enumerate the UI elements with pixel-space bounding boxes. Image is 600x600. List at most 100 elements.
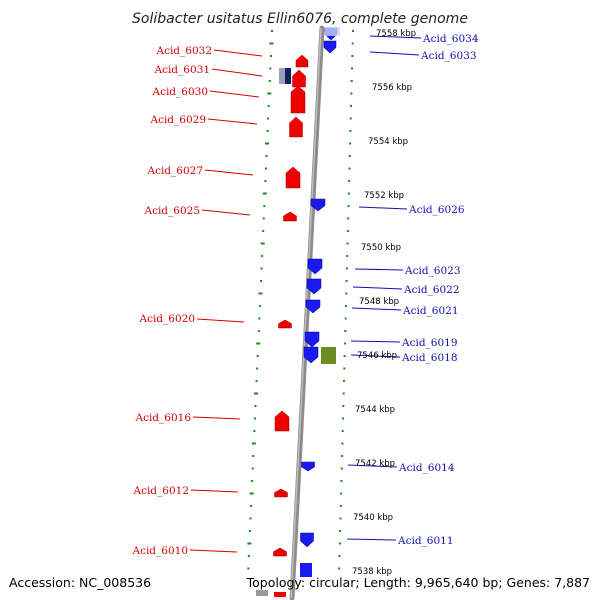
kbp-tick-label: 7540 kbp — [353, 513, 393, 523]
left-leader-line — [201, 209, 251, 216]
ruler-dot — [344, 330, 347, 332]
gene-label-left[interactable]: Acid_6030 — [151, 86, 208, 98]
ruler-dot — [341, 442, 344, 445]
ruler-dot — [348, 180, 351, 182]
gene-label-right[interactable]: Acid_6018 — [401, 352, 458, 364]
ruler-dot — [266, 130, 269, 132]
gene-label-left[interactable]: Acid_6032 — [155, 45, 212, 57]
right-strand-gene-highlight — [325, 27, 340, 36]
ruler-dot — [341, 455, 344, 457]
right-leader-line — [369, 35, 422, 39]
left-strand-gene-arrow — [274, 410, 290, 432]
gene-label-right[interactable]: Acid_6034 — [422, 33, 479, 45]
ruler-dot — [253, 417, 256, 420]
ruler-dot — [339, 505, 342, 507]
left-strand-gene-arrow — [292, 69, 306, 88]
ruler-dot — [264, 180, 267, 182]
gene-label-left[interactable]: Acid_6031 — [153, 64, 210, 76]
kbp-tick-label: 7546 kbp — [357, 351, 397, 361]
gene-label-right[interactable]: Acid_6026 — [408, 204, 465, 216]
kbp-tick-label: 7548 kbp — [359, 297, 399, 307]
ruler-dot — [345, 292, 348, 295]
right-leader-line — [347, 464, 398, 468]
ruler-dot — [352, 30, 354, 32]
gene-label-right[interactable]: Acid_6022 — [403, 284, 460, 296]
gene-label-right[interactable]: Acid_6011 — [397, 535, 454, 547]
kbp-tick-label: 7552 kbp — [364, 191, 404, 201]
gene-label-right[interactable]: Acid_6021 — [402, 305, 459, 317]
right-strand-gene-arrow — [303, 346, 319, 364]
left-leader-line — [204, 169, 254, 176]
ruler-dot — [267, 92, 272, 95]
ruler-dot — [271, 30, 273, 32]
right-leader-line — [351, 307, 402, 311]
ruler-dot — [269, 55, 272, 57]
ruler-dot — [349, 142, 352, 145]
ruler-dot — [251, 442, 256, 445]
ruler-dot — [345, 280, 348, 282]
ruler-right-dots — [338, 30, 354, 570]
left-strand-gene-arrow — [289, 116, 303, 138]
right-strand-gene-arrow — [304, 331, 320, 348]
ruler-dot — [346, 255, 349, 257]
ruler-dot — [247, 542, 252, 545]
gene-label-left[interactable]: Acid_6025 — [143, 205, 200, 217]
backbone-line — [289, 25, 325, 600]
ruler-dot — [264, 167, 267, 170]
gene-label-left[interactable]: Acid_6012 — [132, 485, 189, 497]
left-leader-line — [196, 318, 245, 323]
left-strand-gene-arrow — [273, 547, 287, 557]
backbone-highlight — [290, 27, 322, 599]
ruler-dot — [347, 205, 350, 207]
ruler-dot — [350, 92, 353, 95]
ruler-dot — [250, 505, 253, 507]
gene-label-left[interactable]: Acid_6016 — [134, 412, 191, 424]
ruler-dot — [344, 317, 347, 320]
left-leader-line — [192, 416, 241, 420]
ruler-dot — [338, 567, 341, 570]
topology-text: Topology: circular; Length: 9,965,640 bp… — [246, 575, 590, 590]
right-strand-gene-arrow — [305, 299, 321, 314]
gene-label-right[interactable]: Acid_6014 — [398, 462, 455, 474]
ruler-dot — [339, 517, 342, 520]
gene-label-left[interactable]: Acid_6020 — [138, 313, 195, 325]
ruler-dot — [262, 217, 265, 220]
ruler-dot — [347, 217, 350, 220]
ruler-dot — [247, 567, 250, 570]
gene-label-right[interactable]: Acid_6023 — [404, 265, 461, 277]
ruler-dot — [256, 355, 259, 357]
gene-label-left[interactable]: Acid_6027 — [146, 165, 203, 177]
gene-features — [256, 27, 340, 597]
ruler-dot — [347, 192, 350, 195]
gene-label-left[interactable]: Acid_6010 — [131, 545, 188, 557]
gene-label-right[interactable]: Acid_6033 — [420, 50, 477, 62]
left-strand-gene-arrow — [295, 54, 309, 68]
navy-feature-block — [285, 68, 291, 84]
gray-feature-block — [256, 590, 268, 596]
right-leader-line — [354, 268, 404, 271]
right-strand-gene-arrow — [307, 258, 323, 275]
gene-label-right[interactable]: Acid_6019 — [401, 337, 458, 349]
right-strand-gene-arrow — [323, 40, 337, 54]
gene-labels: Acid_6032 Acid_6031 Acid_6030 Acid_6029 Acid… — [131, 33, 478, 557]
kbp-tick-labels: 7558 kbp 7556 kbp 7554 kbp 7552 kbp 7550 kbp… — [352, 29, 416, 577]
ruler-dot — [351, 42, 354, 45]
ruler-dot — [252, 455, 255, 457]
ruler-dot — [344, 305, 347, 307]
kbp-tick-label: 7542 kbp — [355, 459, 395, 469]
ruler-dot — [258, 317, 261, 320]
ruler-dot — [265, 155, 268, 157]
gene-label-left[interactable]: Acid_6029 — [149, 114, 206, 126]
ruler-dot — [260, 267, 263, 270]
ruler-dot — [269, 42, 274, 45]
right-strand-gene-arrow — [301, 461, 315, 472]
ruler-dot — [340, 492, 343, 495]
ruler-dot — [251, 467, 254, 470]
ruler-dot — [263, 205, 266, 207]
right-leader-line — [346, 538, 397, 541]
ruler-dot — [339, 530, 342, 532]
ruler-dot — [248, 530, 251, 532]
ruler-dot — [346, 230, 349, 232]
left-strand-gene-arrow — [274, 488, 288, 498]
